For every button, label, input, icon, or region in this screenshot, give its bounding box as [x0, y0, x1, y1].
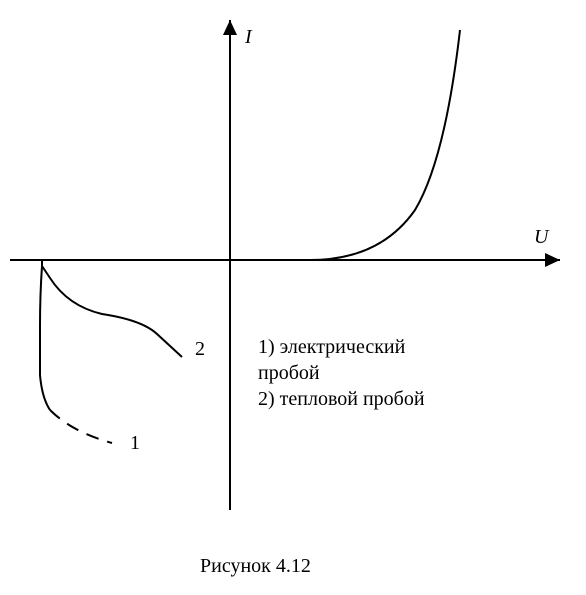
legend-line-2: пробой — [258, 360, 425, 386]
legend-line-3: 2) тепловой пробой — [258, 386, 425, 412]
figure-caption: Рисунок 4.12 — [200, 555, 311, 578]
x-axis-arrow-icon — [545, 253, 560, 267]
diagram-svg — [0, 0, 586, 595]
legend-line-1: 1) электрический — [258, 334, 425, 360]
curve-1-label: 1 — [130, 432, 140, 455]
y-axis-arrow-icon — [223, 20, 237, 35]
iv-diagram: I U 1 2 1) электрический пробой 2) тепло… — [0, 0, 586, 595]
curve-2-label: 2 — [195, 338, 205, 361]
legend: 1) электрический пробой 2) тепловой проб… — [258, 334, 425, 412]
curve-2 — [42, 266, 182, 357]
forward-curve — [235, 30, 460, 260]
curve-1-dashed — [50, 410, 112, 443]
curve-1-solid — [40, 266, 50, 410]
x-axis-label: U — [534, 226, 548, 249]
y-axis-label: I — [245, 26, 252, 49]
